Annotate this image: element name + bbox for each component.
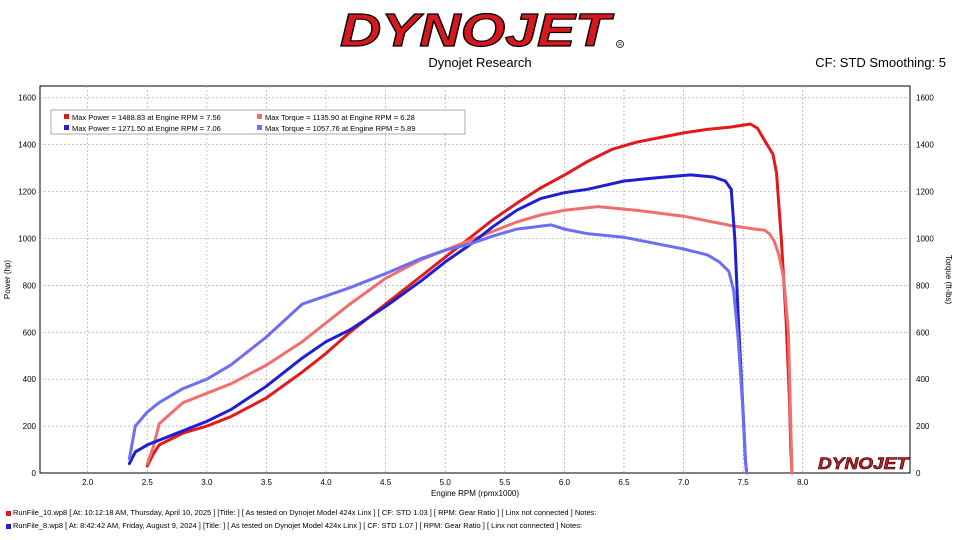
chart-subtitle: Dynojet Research (428, 55, 532, 70)
legend-swatch (64, 114, 69, 119)
y2-tick-label: 1200 (916, 188, 934, 197)
y2-tick-label: 0 (916, 469, 921, 478)
legend-entry: Max Torque = 1057.76 at Engine RPM = 5.8… (265, 124, 415, 133)
series-line-4 (127, 223, 749, 475)
x-tick-label: 6.5 (618, 478, 630, 487)
svg-text:R: R (618, 42, 622, 48)
y2-tick-label: 600 (916, 328, 930, 337)
legend-swatch (64, 125, 69, 130)
x-tick-label: 2.5 (142, 478, 154, 487)
y2-tick-label: 200 (916, 422, 930, 431)
logo-text: DYNOJET (340, 6, 615, 52)
x-tick-label: 2.0 (82, 478, 94, 487)
legend-entry: Max Torque = 1135.90 at Engine RPM = 6.2… (265, 113, 415, 122)
dynojet-watermark: DYNOJET (818, 454, 910, 473)
y2-tick-label: 1600 (916, 94, 934, 103)
x-tick-label: 4.5 (380, 478, 392, 487)
x-tick-label: 7.0 (678, 478, 690, 487)
x-tick-label: 8.0 (797, 478, 809, 487)
footer-run-2-marker (6, 523, 11, 529)
y-tick-label: 200 (23, 422, 37, 431)
y-axis-label: Power (hp) (3, 260, 12, 299)
x-tick-label: 5.5 (499, 478, 511, 487)
x-tick-label: 4.0 (320, 478, 332, 487)
legend-swatch (257, 125, 262, 130)
footer-run-2: RunFile_8.wp8 [ At: 8:42:42 AM, Friday, … (6, 521, 582, 530)
y-tick-label: 1400 (18, 141, 36, 150)
y2-tick-label: 1000 (916, 234, 934, 243)
y-tick-label: 600 (23, 328, 37, 337)
footer-run-1-text: RunFile_10.wp8 [ At: 10:12:18 AM, Thursd… (13, 508, 597, 517)
y-tick-label: 1600 (18, 94, 36, 103)
x-tick-label: 3.5 (261, 478, 273, 487)
x-axis-label: Engine RPM (rpmx1000) (431, 489, 519, 498)
legend-entry: Max Power = 1271.50 at Engine RPM = 7.06 (72, 124, 221, 133)
footer-run-1: RunFile_10.wp8 [ At: 10:12:18 AM, Thursd… (6, 508, 597, 517)
y-tick-label: 800 (23, 281, 37, 290)
registered-mark-icon (616, 40, 624, 48)
cf-smoothing-label: CF: STD Smoothing: 5 (815, 55, 946, 70)
series-line-3 (127, 173, 749, 475)
series-line-1 (145, 122, 794, 475)
y2-tick-label: 1400 (916, 141, 934, 150)
series-line-2 (145, 205, 794, 475)
footer-run-1-marker (6, 510, 11, 516)
dynojet-logo: DYNOJET R (340, 6, 624, 52)
y-tick-label: 400 (23, 375, 37, 384)
y-tick-label: 1000 (18, 234, 36, 243)
legend-swatch (257, 114, 262, 119)
footer-run-2-text: RunFile_8.wp8 [ At: 8:42:42 AM, Friday, … (13, 521, 583, 530)
y2-tick-label: 800 (916, 281, 930, 290)
y2-axis-label: Torque (ft-lbs) (944, 255, 953, 305)
y2-tick-label: 400 (916, 375, 930, 384)
x-tick-label: 5.0 (440, 478, 452, 487)
plot-area (39, 85, 911, 474)
y-tick-label: 1200 (18, 188, 36, 197)
x-tick-label: 3.0 (201, 478, 213, 487)
x-tick-label: 6.0 (559, 478, 571, 487)
legend-entry: Max Power = 1488.83 at Engine RPM = 7.56 (72, 113, 221, 122)
x-tick-label: 7.5 (738, 478, 750, 487)
y-tick-label: 0 (32, 469, 37, 478)
